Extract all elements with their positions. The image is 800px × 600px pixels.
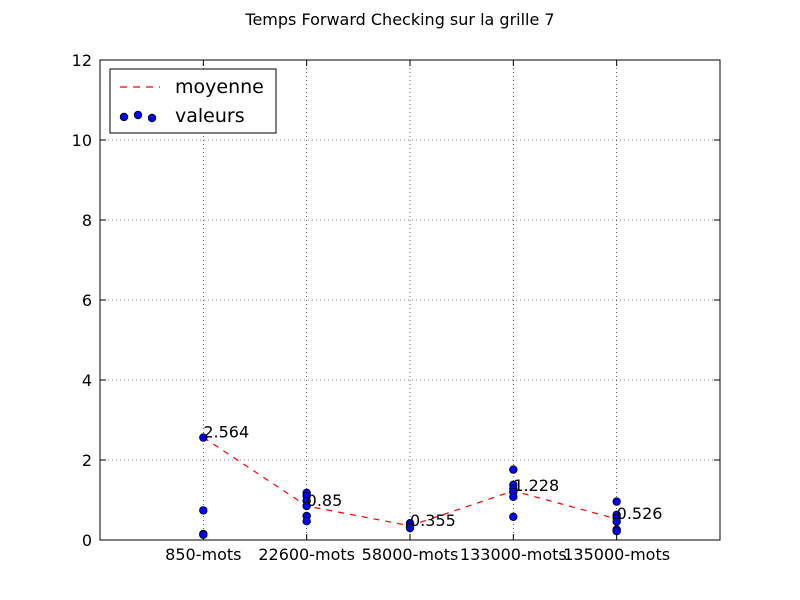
y-tick-label: 10 xyxy=(72,131,92,150)
y-tick-label: 2 xyxy=(82,451,92,470)
legend-mean-label: moyenne xyxy=(175,76,264,98)
mean-value-label: 0.526 xyxy=(617,504,663,523)
chart-title: Temps Forward Checking sur la grille 7 xyxy=(244,10,554,29)
scatter-point xyxy=(509,465,518,474)
scatter-point xyxy=(509,512,518,521)
y-tick-label: 4 xyxy=(82,371,92,390)
scatter-point xyxy=(199,506,208,515)
scatter-point xyxy=(612,517,621,526)
scatter-point xyxy=(199,433,208,442)
x-tick-label: 133000-mots xyxy=(460,545,567,564)
mean-value-label: 1.228 xyxy=(513,476,559,495)
axis-ticks: 0 2 4 6 8 10 12 850-mots 22600-mots 58000-mots 133… xyxy=(72,51,720,564)
scatter-point xyxy=(612,527,621,536)
legend-values-marker xyxy=(147,113,157,123)
y-tick-label: 0 xyxy=(82,531,92,550)
legend-values-label: valeurs xyxy=(175,105,245,127)
mean-value-label: 0.355 xyxy=(410,511,456,530)
legend-values-marker xyxy=(119,112,129,122)
legend: moyenne valeurs xyxy=(109,68,277,134)
y-tick-label: 8 xyxy=(82,211,92,230)
mean-value-label: 2.564 xyxy=(203,422,249,441)
x-tick-label: 850-mots xyxy=(165,545,241,564)
scatter-point xyxy=(405,523,415,533)
y-tick-label: 12 xyxy=(72,51,92,70)
scatter-points xyxy=(199,433,621,539)
grid-lines xyxy=(100,60,720,540)
legend-values-marker xyxy=(133,110,143,120)
scatter-point xyxy=(509,492,518,501)
x-tick-label: 135000-mots xyxy=(563,545,670,564)
data-labels: 2.564 0.85 0.355 1.228 0.526 xyxy=(203,422,662,529)
x-tick-label: 22600-mots xyxy=(258,545,355,564)
legend-box xyxy=(109,68,277,134)
x-tick-label: 58000-mots xyxy=(362,545,459,564)
scatter-point xyxy=(302,517,311,526)
mean-value-label: 0.85 xyxy=(307,491,343,510)
scatter-point xyxy=(612,497,621,506)
y-tick-label: 6 xyxy=(82,291,92,310)
scatter-point xyxy=(302,501,311,511)
